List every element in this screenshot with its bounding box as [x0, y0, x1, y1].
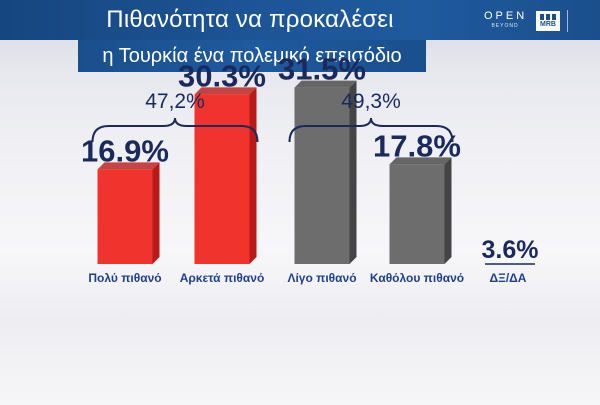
chart-title-line1: Πιθανότητα να προκαλέσει: [106, 6, 394, 33]
category-label-3: Καθόλου πιθανό: [370, 271, 464, 285]
bar-1: [194, 94, 250, 264]
title-band: [0, 0, 600, 40]
open-logo-sub: BEYOND: [491, 23, 519, 29]
bar-value-label-3: 17.8%: [373, 128, 461, 163]
group-total-label-1: 49,3%: [341, 90, 401, 113]
bar-side-3: [444, 157, 452, 264]
group-bracket-0: [91, 117, 259, 143]
group-total-label-0: 47,2%: [145, 90, 205, 113]
bar-side-0: [152, 162, 160, 264]
logo-divider: [567, 10, 568, 32]
bar-top-2: [294, 80, 357, 88]
bar-3: [389, 164, 445, 264]
bar-top-3: [389, 157, 452, 165]
chart-title-line2: η Τουρκία ένα πολεμικό επεισόδιο: [102, 45, 402, 67]
category-label-0: Πολύ πιθανό: [88, 271, 161, 285]
group-bracket-1: [288, 117, 454, 143]
bar-top-0: [97, 162, 160, 170]
mrb-logo: MRB: [536, 11, 560, 31]
bar-top-1: [194, 87, 257, 95]
subtitle-band: [78, 40, 426, 72]
bar-value-label-1: 30.3%: [178, 58, 266, 93]
open-logo-word: OPEN: [484, 10, 528, 22]
bar-2: [294, 87, 350, 264]
bar-0: [97, 169, 153, 264]
bar-value-label-4: 3.6%: [482, 236, 539, 264]
bar-side-1: [249, 87, 257, 264]
category-label-1: Αρκετά πιθανό: [180, 271, 265, 285]
bar-value-label-0: 16.9%: [81, 133, 169, 168]
bar-value-label-2: 31.5%: [278, 52, 366, 87]
open-beyond-logo: OPEN BEYOND: [484, 10, 526, 30]
category-label-4: ΔΞ/ΔΑ: [490, 271, 527, 285]
category-label-2: Λίγο πιθανό: [287, 271, 356, 285]
